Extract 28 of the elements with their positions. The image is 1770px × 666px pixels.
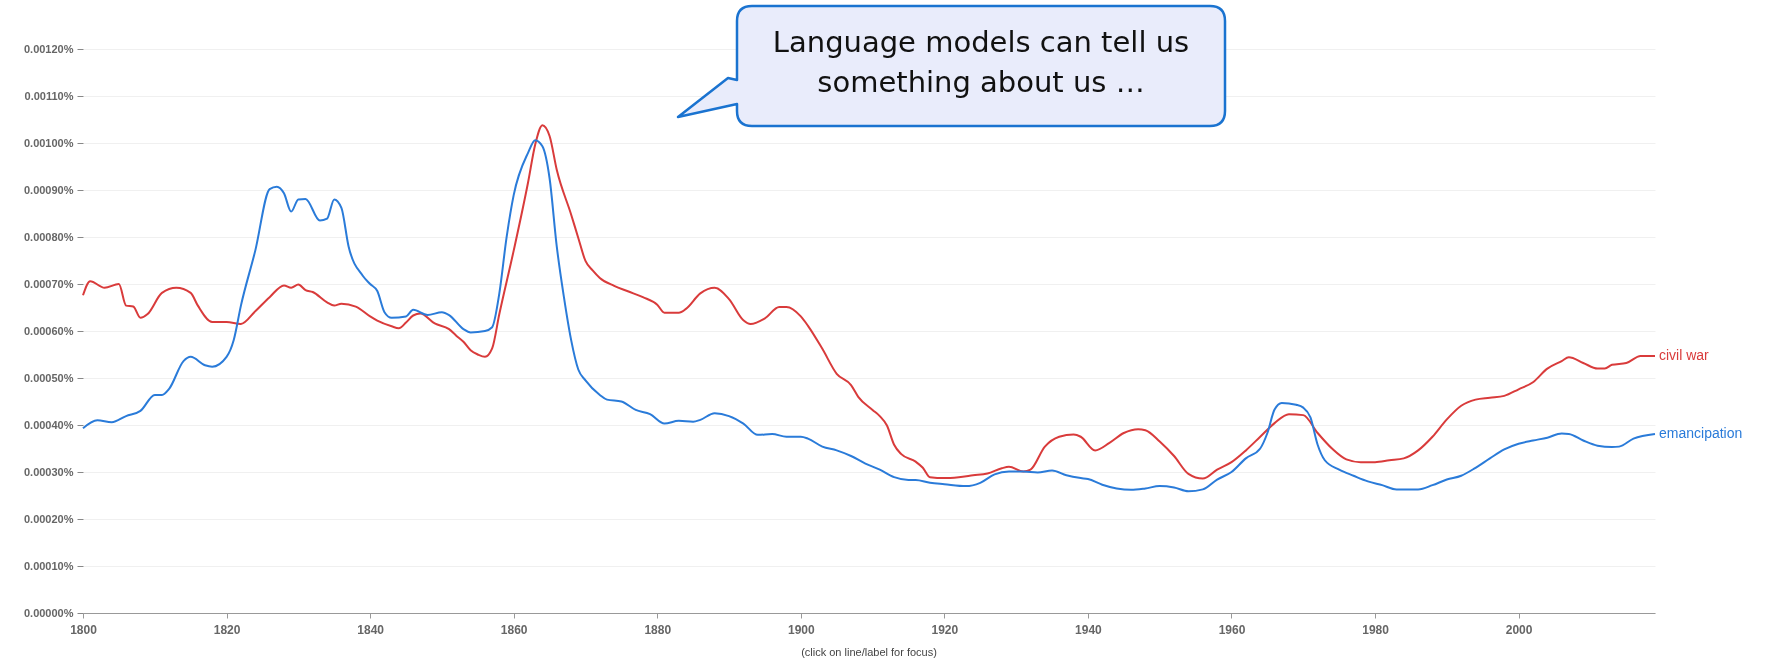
x-tick-label: 1940 <box>1075 622 1103 637</box>
y-tick-label: 0.00030% <box>23 465 74 478</box>
y-tick-label: 0.00000% <box>23 606 74 619</box>
series-label: emancipation <box>1659 424 1743 441</box>
y-tick-label: 0.00040% <box>23 418 74 431</box>
x-tick-label: 2000 <box>1505 622 1533 637</box>
y-tick-label: 0.00090% <box>23 183 74 196</box>
x-tick-label: 1800 <box>70 622 98 637</box>
x-tick-label: 1980 <box>1362 622 1390 637</box>
x-tick-label: 1860 <box>500 622 528 637</box>
x-tick-label: 1820 <box>213 622 241 637</box>
x-tick-label: 1880 <box>644 622 672 637</box>
text: (click on line/label for focus) <box>801 646 937 658</box>
x-tick-label: 1920 <box>931 622 959 637</box>
series-label: civil war <box>1659 346 1710 363</box>
y-tick-label: 0.00110% <box>24 89 74 102</box>
y-tick-label: 0.00060% <box>23 324 74 337</box>
y-tick-label: 0.00080% <box>23 230 74 243</box>
y-tick-label: 0.00070% <box>23 277 74 290</box>
x-tick-label: 1900 <box>787 622 815 637</box>
annotation: Language models can tell us something about us … <box>771 24 1191 101</box>
y-tick-label: 0.00120% <box>23 42 74 55</box>
y-tick-label: 0.00050% <box>23 371 74 384</box>
x-tick-label: 1960 <box>1218 622 1246 637</box>
y-tick-label: 0.00100% <box>23 136 74 149</box>
y-tick-label: 0.00010% <box>23 559 74 572</box>
y-tick-label: 0.00020% <box>23 512 74 525</box>
x-tick-label: 1840 <box>357 622 385 637</box>
